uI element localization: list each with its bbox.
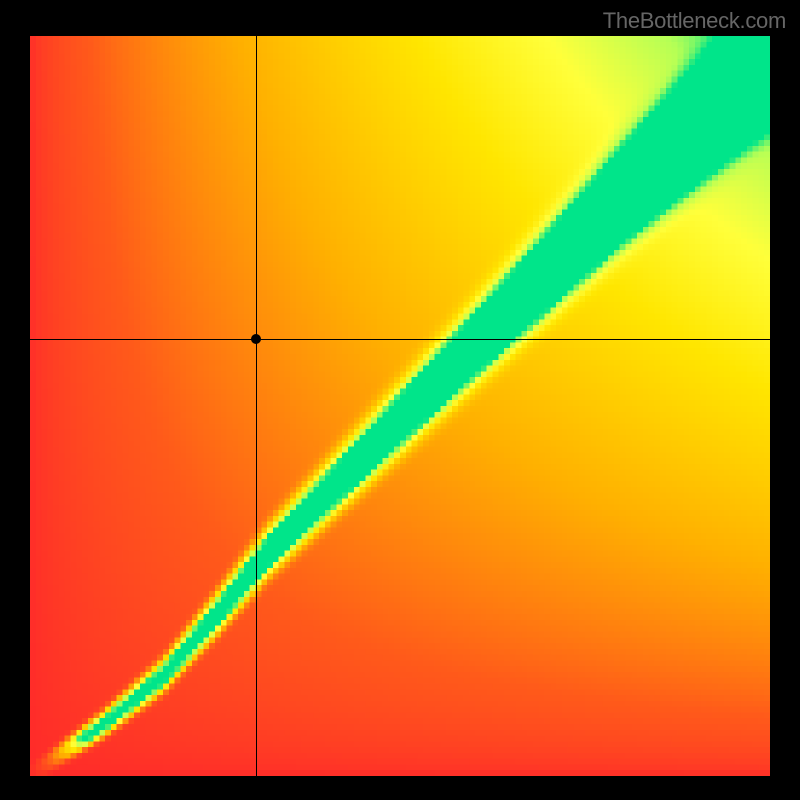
heatmap-plot: [30, 36, 770, 776]
chart-container: TheBottleneck.com: [0, 0, 800, 800]
heatmap-canvas: [30, 36, 770, 776]
attribution-label[interactable]: TheBottleneck.com: [603, 8, 786, 34]
